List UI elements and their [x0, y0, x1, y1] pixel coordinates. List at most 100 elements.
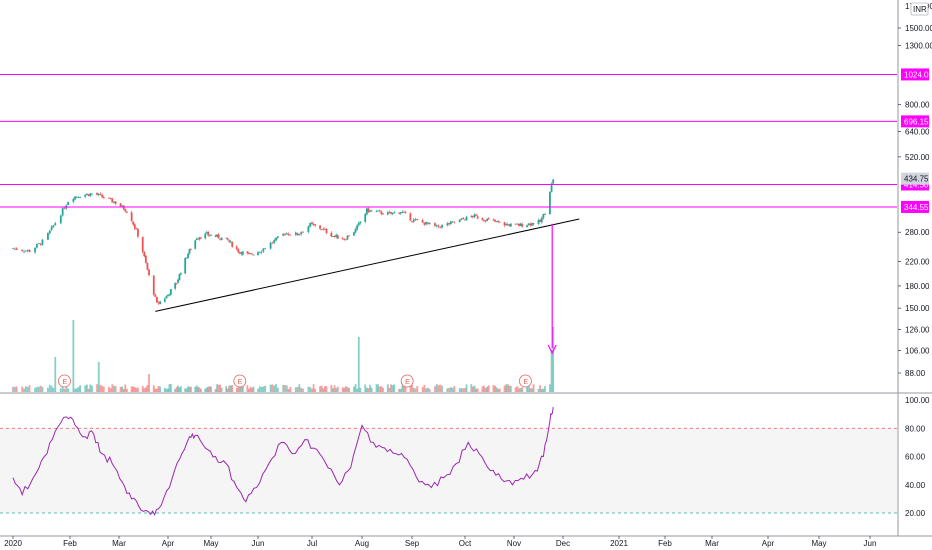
projection-arrow-head: [547, 344, 557, 355]
volume-bar: [416, 386, 419, 392]
candle-body: [87, 194, 90, 196]
volume-bar: [198, 387, 201, 392]
earnings-label: E: [523, 379, 528, 386]
candle-body: [483, 220, 485, 222]
volume-bar: [102, 386, 105, 392]
volume-bar: [237, 387, 240, 392]
time-tick-label: 2021: [610, 539, 628, 548]
volume-bar: [344, 386, 347, 392]
price-axis[interactable]: 1500.00 1300.00 800.00 640.00 520.00 280.00 22…: [898, 24, 932, 378]
volume-bar: [519, 388, 522, 392]
candle-body: [378, 210, 381, 212]
time-tick-label: Feb: [63, 539, 77, 548]
candle-body: [208, 234, 211, 236]
currency-label-box[interactable]: [910, 2, 929, 16]
candle-body: [133, 224, 136, 229]
candle-body: [549, 191, 551, 215]
candle-body: [391, 212, 394, 215]
volume-bar: [375, 384, 378, 392]
volume-bar: [544, 386, 546, 392]
candle-body: [264, 248, 267, 250]
volume-bar: [204, 388, 207, 392]
volume-bar: [229, 385, 232, 392]
candle-body: [319, 225, 321, 229]
volume-bar: [79, 385, 82, 392]
candle-body: [411, 221, 413, 223]
volume-bar: [109, 388, 112, 392]
volume-bar: [464, 388, 466, 392]
volume-bar: [346, 387, 349, 392]
volume-bar: [483, 385, 485, 392]
candle-body: [225, 237, 228, 239]
candle-body: [388, 211, 391, 213]
candle-body: [67, 201, 70, 206]
volume-bar: [386, 384, 389, 392]
currency-label[interactable]: INR: [913, 5, 927, 14]
candle-body: [302, 231, 304, 233]
volume-bar: [325, 386, 328, 392]
candle-body: [503, 222, 506, 226]
candle-body: [464, 219, 466, 221]
volume-bar: [423, 384, 426, 392]
candle-body: [494, 219, 496, 222]
candle-body: [399, 212, 402, 214]
candle-body: [367, 208, 370, 213]
volume-bar: [481, 386, 484, 392]
volume-bar: [458, 388, 461, 392]
candle-body: [50, 226, 53, 230]
candle-body: [79, 197, 82, 198]
candle-body: [121, 205, 124, 207]
volume-bar: [37, 386, 40, 392]
volume-bar: [101, 385, 104, 392]
candle-body: [509, 223, 512, 227]
candle-body: [36, 243, 38, 248]
candle-body: [325, 228, 328, 234]
volume-bar: [526, 385, 528, 392]
volume-bar: [439, 384, 442, 392]
volume-bar: [26, 386, 29, 392]
candle-body: [423, 222, 426, 225]
candle-body: [28, 249, 31, 253]
volume-bar: [124, 384, 127, 392]
volume-bar: [132, 386, 135, 392]
volume-bar: [133, 387, 136, 392]
candle-body: [508, 224, 511, 227]
volume-bar: [216, 384, 218, 392]
candle-body: [63, 207, 66, 209]
candle-body: [344, 239, 347, 241]
volume-bar: [309, 386, 312, 392]
candle-body: [74, 196, 76, 200]
candle-body: [409, 213, 412, 221]
volume-bar: [473, 385, 476, 392]
candle-body: [205, 232, 208, 234]
volume-bar: [157, 385, 160, 392]
volume-bar: [380, 385, 383, 392]
candle-body: [47, 232, 49, 240]
candle-body: [269, 242, 272, 249]
time-tick-label: Dec: [556, 539, 570, 548]
candle-body: [157, 302, 160, 304]
rsi-axis[interactable]: 100.00 80.00 60.00 40.00 20.00: [905, 396, 930, 518]
volume-bar: [249, 386, 252, 392]
candle-body: [156, 296, 158, 303]
candle-body: [542, 213, 545, 219]
volume-bar: [113, 385, 115, 392]
candle-body: [341, 238, 344, 240]
candle-body: [441, 224, 443, 228]
volume-bar: [287, 388, 290, 392]
candle-body: [472, 215, 474, 218]
volume-bar: [462, 388, 465, 392]
candle-body: [322, 228, 325, 230]
volume-bar: [187, 386, 189, 392]
volume-bar: [514, 387, 517, 392]
candle-body: [246, 251, 249, 254]
volume-bar: [428, 388, 431, 392]
volume-bar: [34, 387, 36, 392]
time-axis[interactable]: 2020 Feb Mar Apr May Jun Jul Aug Sep Oct Nov Dec 202…: [4, 536, 876, 548]
volume-bar: [126, 388, 128, 392]
volume-bar: [529, 388, 532, 392]
candle-body: [216, 234, 218, 237]
volume-bar: [434, 386, 436, 392]
volume-bar: [276, 387, 279, 392]
volume-bar: [409, 385, 412, 392]
